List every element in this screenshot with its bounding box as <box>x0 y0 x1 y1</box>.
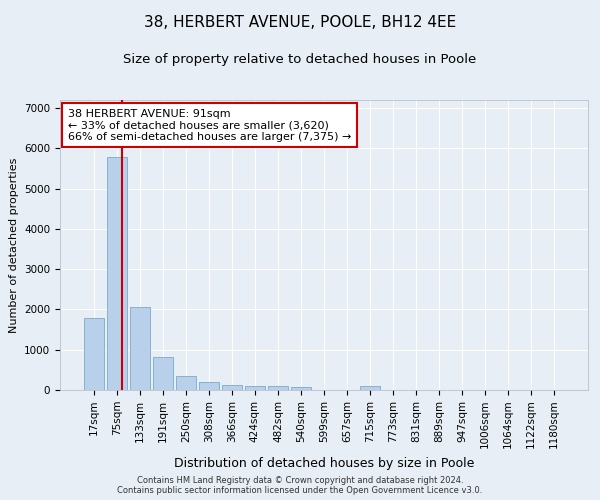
Text: Size of property relative to detached houses in Poole: Size of property relative to detached ho… <box>124 52 476 66</box>
Bar <box>107 157 127 390</box>
Bar <box>245 386 265 390</box>
Bar <box>291 387 311 390</box>
Bar <box>360 386 380 390</box>
Bar <box>176 376 196 390</box>
Bar <box>153 357 173 390</box>
Bar <box>268 386 288 390</box>
Text: Contains HM Land Registry data © Crown copyright and database right 2024.
Contai: Contains HM Land Registry data © Crown c… <box>118 476 482 495</box>
Bar <box>130 307 149 390</box>
Bar <box>199 382 218 390</box>
Text: 38 HERBERT AVENUE: 91sqm
← 33% of detached houses are smaller (3,620)
66% of sem: 38 HERBERT AVENUE: 91sqm ← 33% of detach… <box>68 108 351 142</box>
Bar <box>222 386 242 390</box>
X-axis label: Distribution of detached houses by size in Poole: Distribution of detached houses by size … <box>174 457 474 470</box>
Y-axis label: Number of detached properties: Number of detached properties <box>8 158 19 332</box>
Bar <box>84 318 104 390</box>
Text: 38, HERBERT AVENUE, POOLE, BH12 4EE: 38, HERBERT AVENUE, POOLE, BH12 4EE <box>144 15 456 30</box>
